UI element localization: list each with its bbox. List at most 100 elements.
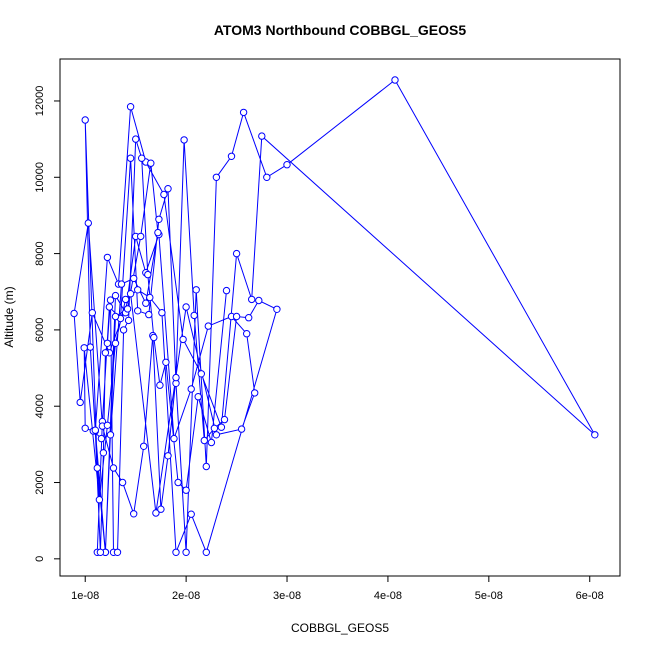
data-point	[251, 389, 259, 397]
y-tick-label: 2000	[34, 470, 46, 494]
data-point	[88, 309, 97, 317]
data-point	[182, 548, 190, 556]
data-point	[245, 314, 253, 322]
data-point	[150, 333, 158, 342]
data-point	[103, 253, 112, 262]
data-point	[217, 423, 226, 431]
data-point	[160, 190, 168, 199]
data-point	[103, 421, 112, 429]
y-axis: 0 2000 4000 6000 8000 10000 12000	[34, 86, 61, 562]
data-point	[81, 116, 89, 124]
data-point	[222, 286, 231, 295]
data-point	[227, 152, 236, 161]
data-point	[147, 159, 155, 167]
data-point	[237, 425, 246, 433]
x-tick-label: 3e-08	[273, 590, 301, 602]
data-point	[202, 462, 211, 471]
data-point	[172, 373, 180, 382]
data-point	[194, 393, 202, 401]
data-point	[130, 274, 138, 283]
data-point	[187, 510, 195, 518]
data-point	[126, 154, 135, 162]
data-point	[263, 173, 271, 182]
data-point	[109, 464, 118, 472]
data-point	[155, 215, 163, 224]
data-point	[134, 286, 142, 294]
data-point	[179, 335, 187, 344]
x-axis-label: COBBGL_GEOS5	[291, 621, 389, 635]
data-point	[273, 305, 281, 313]
data-point	[91, 426, 100, 434]
data-point	[134, 307, 142, 315]
data-point	[591, 431, 599, 439]
data-point	[197, 370, 206, 378]
data-point	[126, 103, 135, 111]
x-tick-label: 4e-08	[374, 590, 402, 602]
data-point	[81, 424, 89, 432]
data-point	[162, 358, 170, 366]
data-point	[93, 464, 102, 472]
data-point	[156, 381, 164, 389]
data-point	[70, 309, 78, 318]
data-point	[200, 436, 209, 445]
data-point	[172, 548, 180, 556]
chart-title: ATOM3 Northbound COBBGL_GEOS5	[214, 22, 466, 38]
data-point	[248, 295, 256, 304]
data-point	[154, 228, 162, 237]
data-point	[123, 305, 132, 313]
data-point	[204, 322, 213, 330]
data-point	[97, 434, 106, 443]
data-point	[164, 185, 172, 193]
data-point	[103, 339, 112, 347]
data-point	[118, 478, 127, 487]
data-point	[207, 438, 216, 447]
series-layer	[70, 76, 599, 556]
data-point	[138, 154, 146, 162]
data-point	[157, 505, 165, 513]
data-point	[130, 510, 138, 518]
data-point	[106, 431, 115, 439]
data-point	[187, 385, 195, 393]
data-point	[182, 486, 190, 494]
data-point	[84, 219, 93, 227]
data-point	[146, 293, 154, 302]
data-point	[95, 496, 104, 504]
x-tick-label: 5e-08	[475, 590, 503, 602]
data-point	[180, 136, 188, 144]
data-point	[232, 249, 241, 258]
data-point	[105, 303, 114, 311]
y-tick-label: 6000	[34, 318, 46, 342]
data-point	[239, 108, 248, 117]
data-point	[174, 478, 182, 487]
data-point	[144, 270, 152, 279]
x-tick-label: 2e-08	[172, 590, 200, 602]
data-point	[142, 299, 150, 307]
data-point	[283, 161, 291, 169]
data-point	[190, 311, 198, 320]
data-point	[212, 431, 221, 439]
y-tick-label: 4000	[34, 394, 46, 418]
data-point	[117, 280, 126, 288]
data-point	[113, 548, 122, 556]
data-point	[210, 424, 219, 432]
y-tick-label: 10000	[34, 162, 46, 193]
x-tick-label: 6e-08	[576, 590, 604, 602]
data-point	[76, 398, 84, 407]
data-point	[145, 310, 153, 319]
data-point	[111, 291, 120, 300]
y-tick-label: 8000	[34, 241, 46, 265]
data-point	[137, 232, 145, 241]
data-point	[101, 349, 110, 357]
data-point	[140, 442, 148, 450]
data-point	[96, 548, 105, 556]
data-point	[182, 303, 190, 311]
series-line	[73, 79, 596, 554]
x-axis: 1e-08 2e-08 3e-08 4e-08 5e-08 6e-08	[71, 575, 604, 602]
data-point	[192, 286, 200, 294]
data-point	[255, 296, 263, 305]
data-point	[124, 316, 133, 325]
y-axis-label: Altitude (m)	[2, 286, 16, 347]
data-point	[232, 312, 241, 321]
data-point	[111, 339, 120, 347]
